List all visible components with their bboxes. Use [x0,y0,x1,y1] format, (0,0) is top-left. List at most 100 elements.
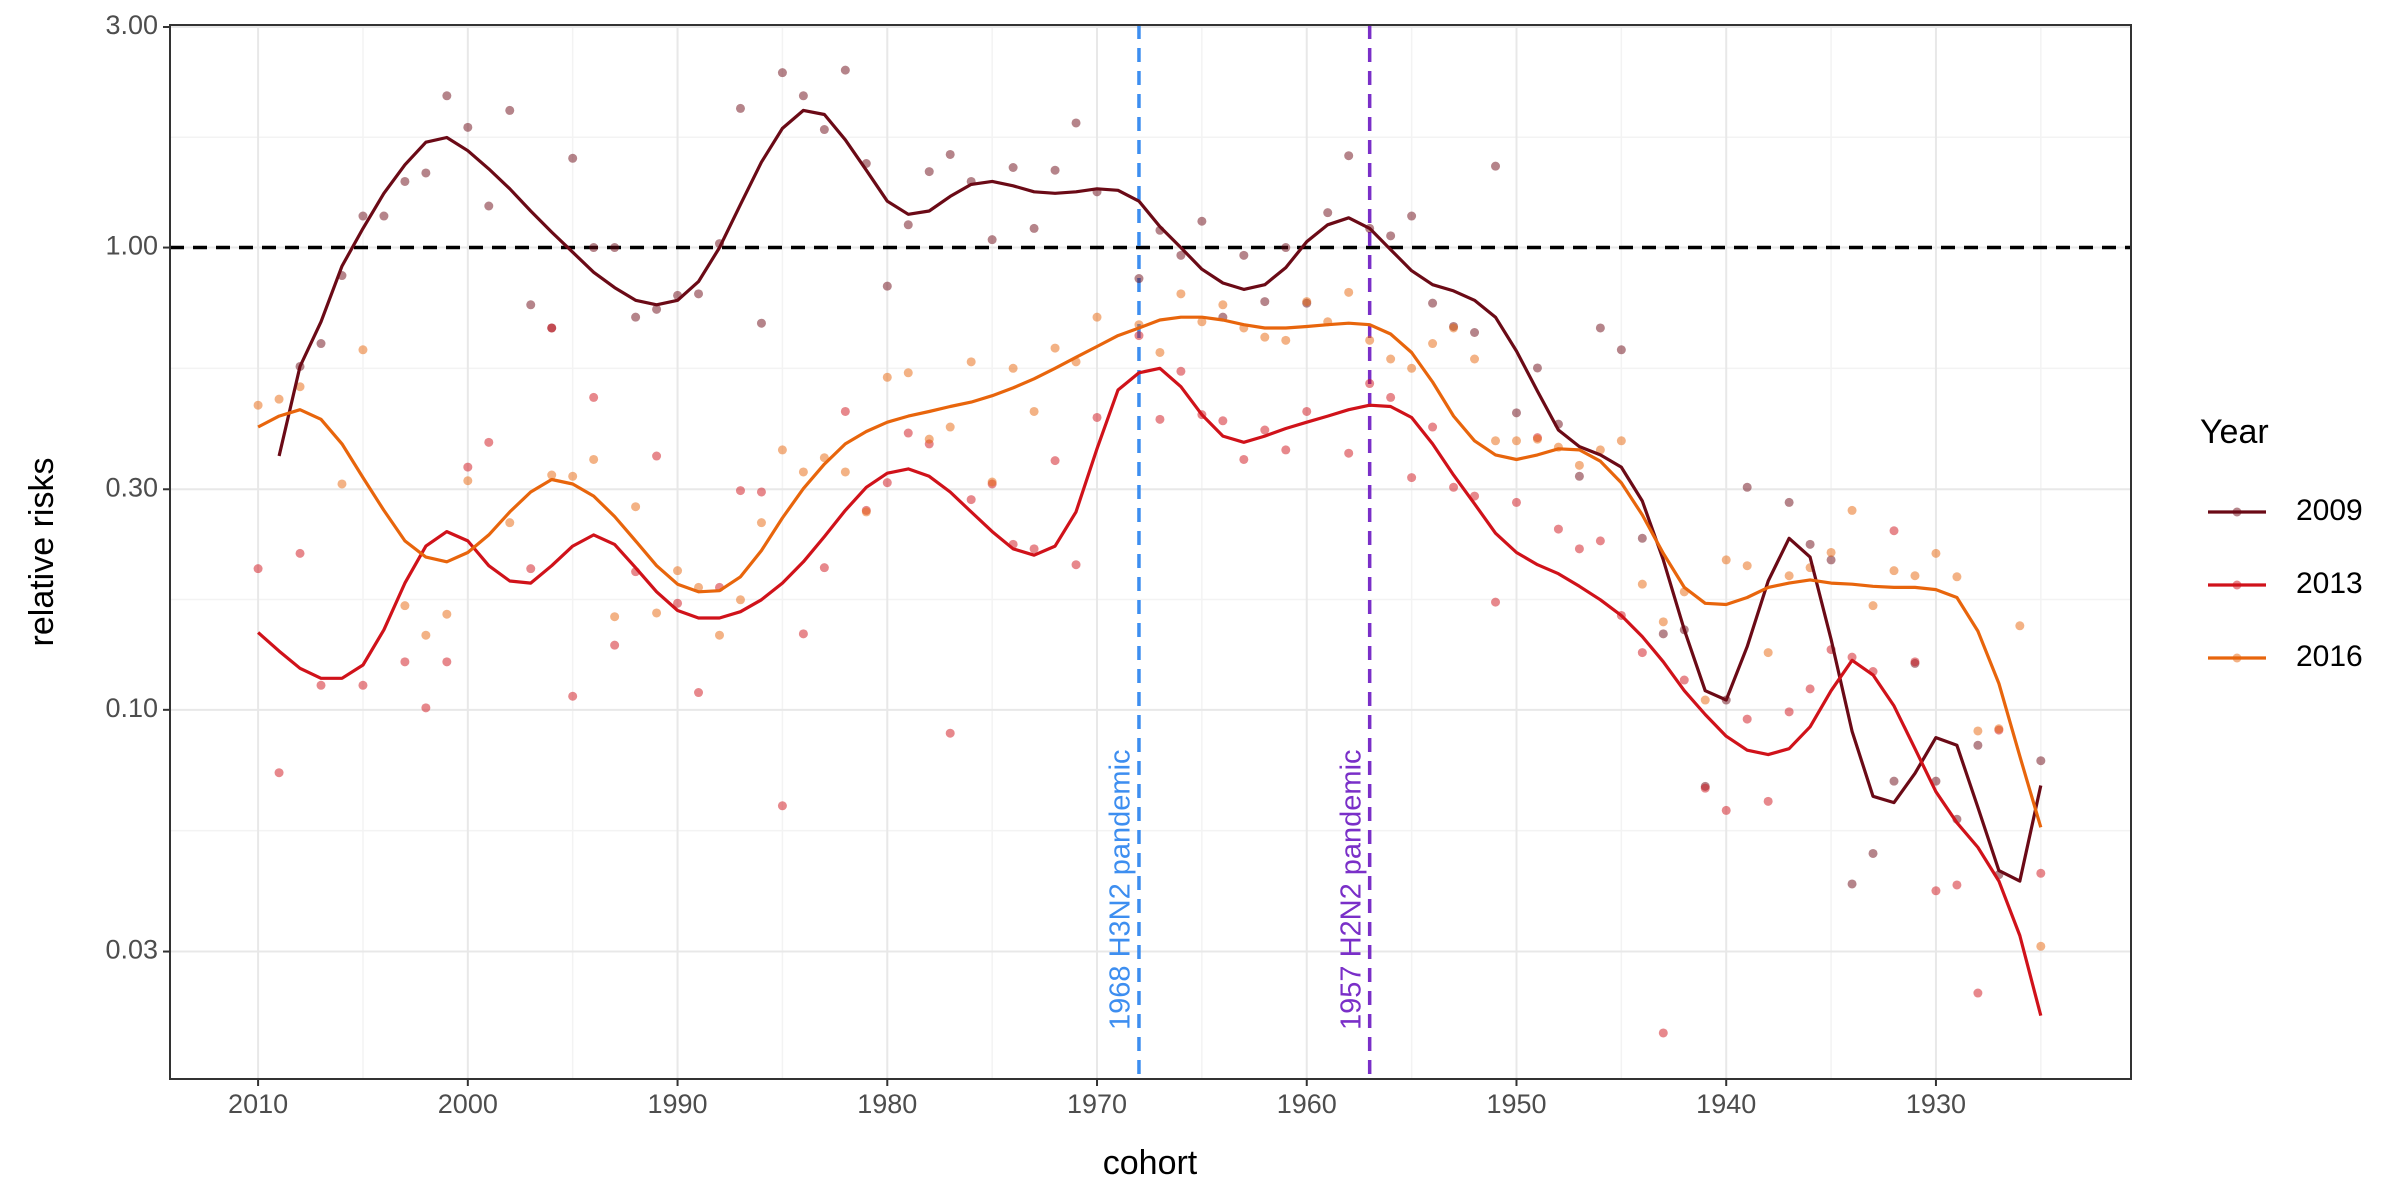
data-point [1574,460,1584,470]
data-point [1092,412,1102,422]
panel-border [169,24,2132,1080]
x-tick-label: 2000 [438,1089,498,1119]
x-tick-label: 2010 [228,1089,288,1119]
y-tick-label: 1.00 [105,231,158,261]
data-point [1574,471,1584,481]
data-point [1449,482,1459,492]
data-point [1889,526,1899,536]
data-point [1868,848,1878,858]
data-point [735,595,745,605]
data-point [1302,406,1312,416]
data-point [253,564,263,574]
data-point [1134,331,1144,341]
series-line [257,315,2043,828]
data-point [295,382,305,392]
data-point [652,451,662,461]
data-point [1784,497,1794,507]
data-point [1595,323,1605,333]
data-point [526,564,536,574]
x-tick-label: 1990 [648,1089,708,1119]
data-point [840,467,850,477]
data-point [1847,652,1857,662]
data-point [1218,300,1228,310]
data-point [1344,287,1354,297]
data-point [2036,941,2046,951]
y-tick-label: 0.03 [105,935,158,965]
data-point [1344,151,1354,161]
x-tick-label: 1980 [857,1089,917,1119]
data-point [1071,118,1081,128]
data-point [2036,868,2046,878]
grid [170,25,2131,1079]
data-point [547,470,557,480]
data-point [1910,657,1920,667]
data-point [1386,392,1396,402]
data-point [400,176,410,186]
data-point [379,211,389,221]
x-tick-label: 1940 [1696,1089,1756,1119]
data-point [1973,988,1983,998]
data-point [945,149,955,159]
data-point [1847,879,1857,889]
data-point [1155,347,1165,357]
data-point [1428,298,1438,308]
series-line [257,366,2043,1017]
data-point [1721,555,1731,565]
data-point [316,339,326,349]
data-point [987,235,997,245]
data-point [1889,566,1899,576]
data-point [840,65,850,75]
data-point [1994,724,2004,734]
data-point [1029,406,1039,416]
legend-key-point [2232,507,2242,517]
x-tick-label: 1950 [1486,1089,1546,1119]
data-point [484,201,494,211]
data-point [1323,208,1333,218]
data-point [756,518,766,528]
data-point [1197,216,1207,226]
data-point [1029,223,1039,233]
data-point [1784,707,1794,717]
data-point [295,548,305,558]
data-point [882,372,892,382]
data-point [358,680,368,690]
data-point [358,211,368,221]
data-point [1428,422,1438,432]
data-point [1029,544,1039,554]
data-point [1239,454,1249,464]
data-point [1700,695,1710,705]
data-point [1931,776,1941,786]
data-point [1763,648,1773,658]
x-tick-label: 1970 [1067,1089,1127,1119]
data-point [1281,335,1291,345]
data-point [714,630,724,640]
data-point [1847,505,1857,515]
legend-label: 2009 [2296,494,2363,527]
data-point [568,471,578,481]
data-point [777,445,787,455]
data-point [882,281,892,291]
data-point [1553,524,1563,534]
data-point [1511,436,1521,446]
data-point [756,487,766,497]
data-point [1050,165,1060,175]
data-point [463,476,473,486]
data-point [1973,726,1983,736]
y-axis-title: relative risks [23,458,61,647]
data-point [1931,548,1941,558]
data-point [568,691,578,701]
data-point [1407,363,1417,373]
data-point [2015,621,2025,631]
data-point [1700,783,1710,793]
data-point [1742,482,1752,492]
data-point [1428,339,1438,349]
data-point [1511,497,1521,507]
data-point [882,478,892,488]
data-point [924,167,934,177]
data-point [1595,445,1605,455]
x-axis-title: cohort [1103,1144,1198,1182]
data-point [463,122,473,132]
data-point [1637,579,1647,589]
data-point [1491,436,1501,446]
